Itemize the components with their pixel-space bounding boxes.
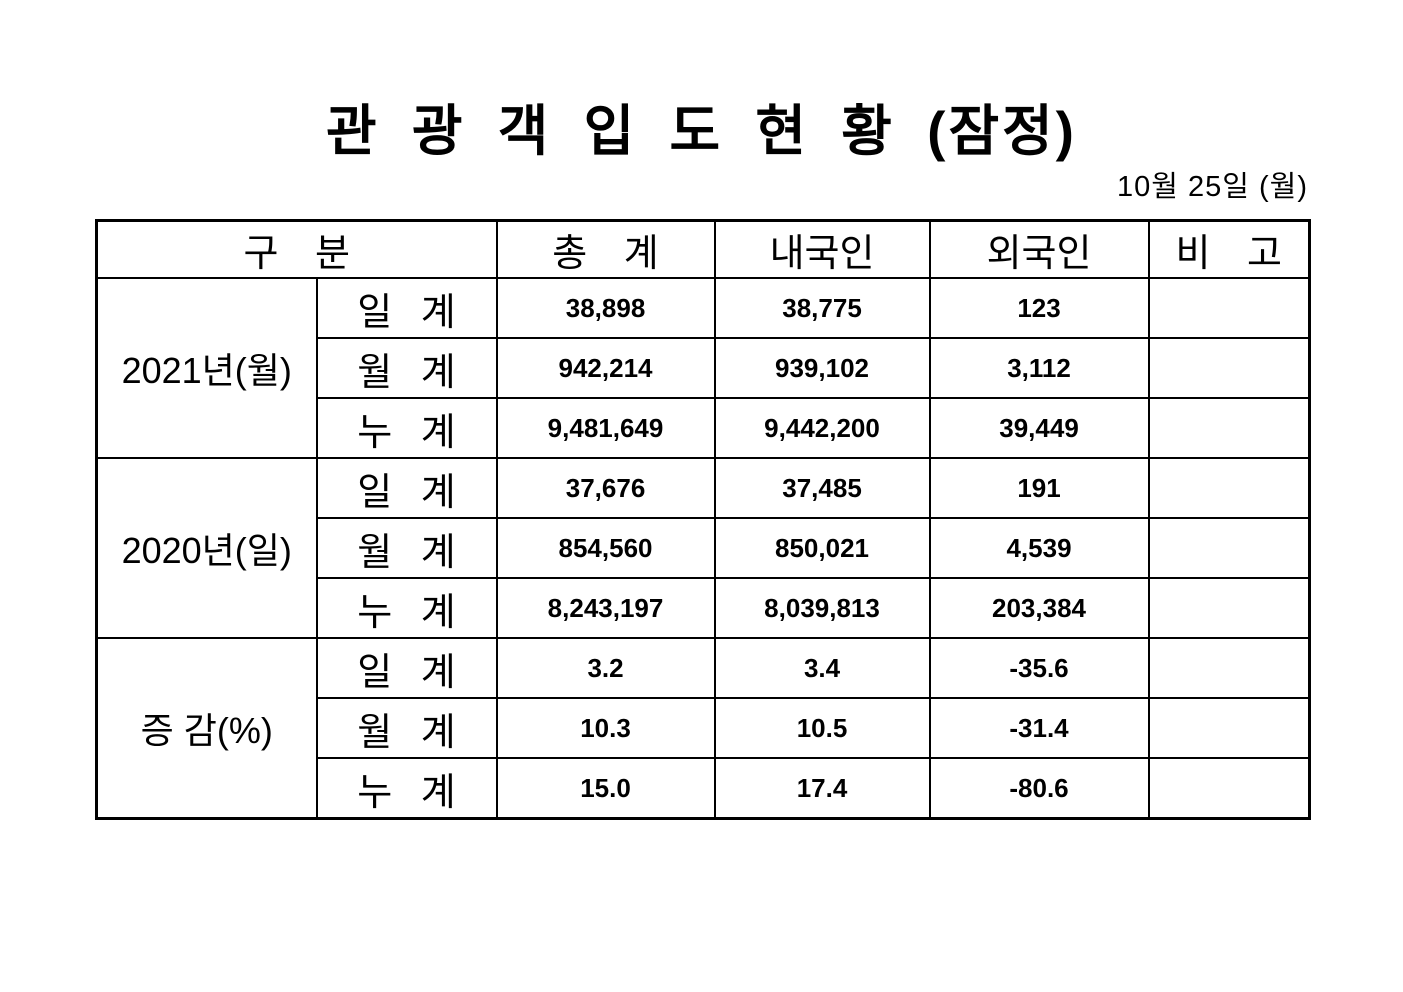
value-domestic: 38,775 — [713, 277, 931, 340]
value-remarks — [1147, 757, 1311, 820]
value-domestic: 3.4 — [713, 637, 931, 700]
group-label-2021: 2021년(월) — [95, 277, 318, 460]
tourist-arrival-table: 구 분 총 계 내국인 외국인 비 고 2021년(월) 일 계 38,898 … — [95, 218, 1312, 820]
value-total: 942,214 — [495, 337, 716, 400]
value-foreign: 39,449 — [928, 397, 1150, 460]
table-row: 증 감(%) 일 계 3.2 3.4 -35.6 — [95, 637, 1311, 820]
value-total: 37,676 — [495, 457, 716, 520]
value-total: 854,560 — [495, 517, 716, 580]
table-row: 2020년(일) 일 계 37,676 37,485 191 — [95, 457, 1311, 640]
table-row: 월 계 854,560 850,021 4,539 — [97, 517, 1311, 580]
report-date: 10월 25일 (월) — [1117, 171, 1308, 203]
value-foreign: -31.4 — [928, 697, 1150, 760]
table-row: 월 계 942,214 939,102 3,112 — [97, 337, 1311, 400]
value-total: 10.3 — [495, 697, 716, 760]
row-label-cumulative: 누 계 — [315, 757, 498, 820]
value-total: 3.2 — [495, 637, 716, 700]
col-header-total: 총 계 — [495, 219, 716, 280]
value-domestic: 939,102 — [713, 337, 931, 400]
value-foreign: -35.6 — [928, 637, 1150, 700]
value-domestic: 37,485 — [713, 457, 931, 520]
value-remarks — [1147, 577, 1311, 640]
col-header-foreign: 외국인 — [928, 219, 1150, 280]
table-row: 누 계 8,243,197 8,039,813 203,384 — [97, 577, 1311, 640]
value-domestic: 8,039,813 — [713, 577, 931, 640]
table-row: 누 계 15.0 17.4 -80.6 — [97, 757, 1311, 820]
value-remarks — [1147, 337, 1311, 400]
row-label-daily: 일 계 — [315, 277, 498, 340]
col-header-remarks: 비 고 — [1147, 219, 1311, 280]
group-label-change-pct: 증 감(%) — [95, 637, 318, 820]
value-domestic: 10.5 — [713, 697, 931, 760]
value-foreign: 3,112 — [928, 337, 1150, 400]
value-total: 15.0 — [495, 757, 716, 820]
row-label-monthly: 월 계 — [315, 697, 498, 760]
row-label-monthly: 월 계 — [315, 337, 498, 400]
value-remarks — [1147, 697, 1311, 760]
value-foreign: 123 — [928, 277, 1150, 340]
value-foreign: -80.6 — [928, 757, 1150, 820]
row-label-cumulative: 누 계 — [315, 397, 498, 460]
value-remarks — [1147, 277, 1311, 340]
value-total: 8,243,197 — [495, 577, 716, 640]
row-label-daily: 일 계 — [315, 637, 498, 700]
value-remarks — [1147, 517, 1311, 580]
value-foreign: 191 — [928, 457, 1150, 520]
value-remarks — [1147, 397, 1311, 460]
page-title: 관 광 객 입 도 현 황 (잠정) — [326, 100, 1077, 162]
row-label-cumulative: 누 계 — [315, 577, 498, 640]
table-header-row: 구 분 총 계 내국인 외국인 비 고 — [95, 219, 1311, 280]
value-domestic: 850,021 — [713, 517, 931, 580]
value-domestic: 17.4 — [713, 757, 931, 820]
value-foreign: 203,384 — [928, 577, 1150, 640]
value-total: 9,481,649 — [495, 397, 716, 460]
value-remarks — [1147, 637, 1311, 700]
table-row: 2021년(월) 일 계 38,898 38,775 123 — [95, 277, 1311, 460]
group-label-2020: 2020년(일) — [95, 457, 318, 640]
row-label-daily: 일 계 — [315, 457, 498, 520]
value-foreign: 4,539 — [928, 517, 1150, 580]
value-total: 38,898 — [495, 277, 716, 340]
value-remarks — [1147, 457, 1311, 520]
table-row: 월 계 10.3 10.5 -31.4 — [97, 697, 1311, 760]
col-header-category: 구 분 — [95, 219, 498, 280]
row-label-monthly: 월 계 — [315, 517, 498, 580]
value-domestic: 9,442,200 — [713, 397, 931, 460]
table-row: 누 계 9,481,649 9,442,200 39,449 — [97, 397, 1311, 460]
col-header-domestic: 내국인 — [713, 219, 931, 280]
